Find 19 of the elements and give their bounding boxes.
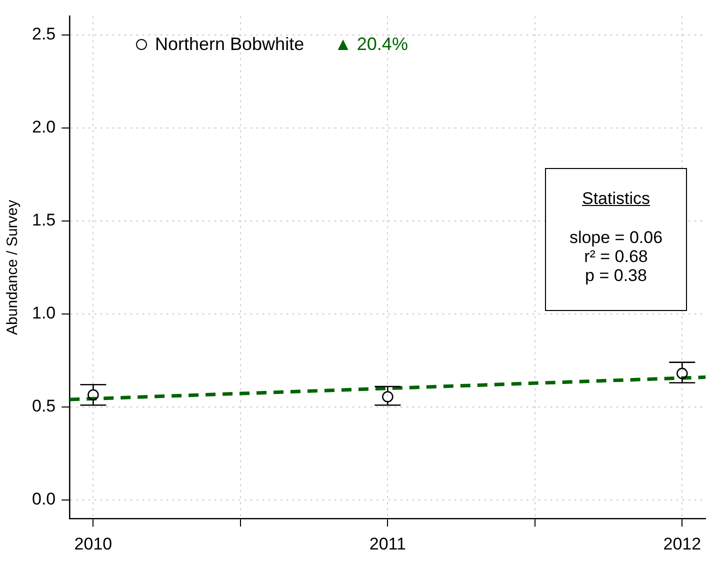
y-tick-label: 2.0 bbox=[32, 118, 56, 137]
point bbox=[676, 368, 688, 380]
x-tick-label: 2011 bbox=[369, 534, 406, 554]
annotation: slope = 0.06 bbox=[568, 228, 664, 247]
annotation: ▲ 20.4% bbox=[334, 34, 408, 55]
y-axis-title: Abundance / Survey bbox=[4, 199, 22, 335]
y-tick-label: 1.0 bbox=[32, 304, 56, 323]
x-tick-label: 2012 bbox=[663, 534, 702, 554]
annotation: p = 0.38 bbox=[584, 266, 648, 285]
point bbox=[88, 389, 99, 401]
y-tick-label: 1.5 bbox=[32, 210, 56, 230]
point bbox=[382, 391, 394, 402]
annotation: r² = 0.68 bbox=[583, 247, 649, 266]
x-tick-label: 2010 bbox=[74, 534, 112, 554]
y-tick-label: 2.5 bbox=[32, 24, 56, 44]
y-tick-label: 0.5 bbox=[32, 396, 56, 416]
legend-label: Northern Bobwhite bbox=[155, 34, 304, 55]
annotation: Statistics bbox=[580, 189, 652, 208]
y-tick-label: 0.0 bbox=[32, 490, 56, 509]
